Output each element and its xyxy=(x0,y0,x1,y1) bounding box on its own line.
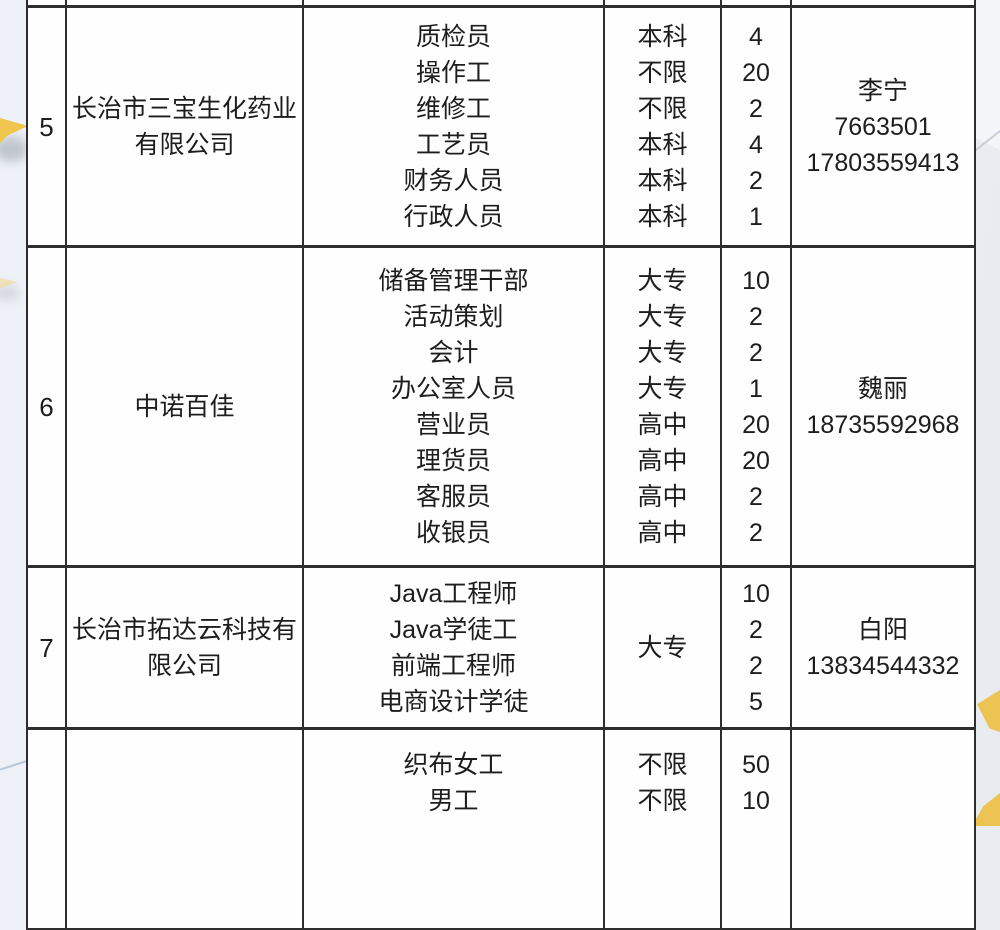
paper-plane-icon xyxy=(0,116,28,148)
headcount-item: 2 xyxy=(749,651,763,680)
paper-plane-icon xyxy=(972,793,1000,826)
position-item: 收银员 xyxy=(415,518,491,547)
education-cell: 不限 不限 xyxy=(603,727,722,930)
positions-cell: 质检员 操作工 维修工 工艺员 财务人员 行政人员 xyxy=(302,5,605,248)
position-item: Java工程师 xyxy=(389,579,518,608)
company-cell: 长治市拓达云科技有限公司 xyxy=(65,565,304,730)
paper-plane-icon xyxy=(0,277,18,290)
contact-cell: 李宁 7663501 17803559413 xyxy=(790,5,976,248)
position-item: 行政人员 xyxy=(403,202,504,231)
education-item: 大专 xyxy=(637,302,688,331)
headcount-cell: 10 2 2 1 20 20 2 2 xyxy=(720,245,792,568)
education-item: 高中 xyxy=(637,482,688,511)
company-cell: 长治市三宝生化药业有限公司 xyxy=(65,5,304,248)
education-item: 不限 xyxy=(637,751,688,779)
contact-name: 李宁 xyxy=(857,76,908,105)
row-number-cell: 6 xyxy=(26,245,67,568)
position-item: 质检员 xyxy=(415,22,491,51)
positions-cell: 织布女工 男工 xyxy=(302,727,605,930)
headcount-item: 5 xyxy=(749,687,763,716)
headcount-cell: 50 10 xyxy=(720,727,792,930)
headcount-item: 20 xyxy=(742,410,770,439)
contact-cell: 魏丽 18735592968 xyxy=(790,245,976,568)
position-item: 男工 xyxy=(428,787,479,815)
headcount-item: 2 xyxy=(749,482,763,511)
education-item: 不限 xyxy=(637,787,688,815)
row-number-cell: 5 xyxy=(26,5,67,248)
position-item: 理货员 xyxy=(415,446,491,475)
contact-name: 魏丽 xyxy=(857,374,908,403)
headcount-item: 50 xyxy=(742,751,770,779)
headcount-item: 20 xyxy=(742,446,770,475)
contact-phone: 18735592968 xyxy=(806,410,960,439)
position-item: 操作工 xyxy=(415,58,491,87)
education-item: 不限 xyxy=(637,94,688,123)
position-item: 储备管理干部 xyxy=(378,266,529,295)
headcount-item: 2 xyxy=(749,615,763,644)
position-item: 织布女工 xyxy=(403,751,504,779)
contact-phone: 13834544332 xyxy=(806,651,960,680)
education-cell: 大专 xyxy=(603,565,722,730)
table-row-cutoff-bottom: 织布女工 男工 不限 不限 50 10 xyxy=(26,727,976,930)
headcount-item: 10 xyxy=(742,266,770,295)
positions-cell: 储备管理干部 活动策划 会计 办公室人员 营业员 理货员 客服员 收银员 xyxy=(302,245,605,568)
headcount-item: 2 xyxy=(749,338,763,367)
education-item: 本科 xyxy=(637,130,688,159)
education-item: 本科 xyxy=(637,202,688,231)
position-item: 客服员 xyxy=(415,482,491,511)
contact-cell xyxy=(790,727,976,930)
education-item: 本科 xyxy=(637,22,688,51)
contact-cell: 白阳 13834544332 xyxy=(790,565,976,730)
company-cell xyxy=(65,727,304,930)
education-item: 高中 xyxy=(637,410,688,439)
headcount-item: 10 xyxy=(742,579,770,608)
headcount-cell: 10 2 2 5 xyxy=(720,565,792,730)
headcount-cell: 4 20 2 4 2 1 xyxy=(720,5,792,248)
headcount-item: 4 xyxy=(749,130,763,159)
recruitment-table: 5 长治市三宝生化药业有限公司 质检员 操作工 维修工 工艺员 财务人员 行政人… xyxy=(26,0,976,930)
education-item: 高中 xyxy=(637,518,688,547)
education-item: 大专 xyxy=(637,338,688,367)
education-cell: 本科 不限 不限 本科 本科 本科 xyxy=(603,5,722,248)
position-item: 电商设计学徒 xyxy=(378,687,529,716)
education-item: 不限 xyxy=(637,58,688,87)
position-item: 维修工 xyxy=(415,94,491,123)
headcount-item: 1 xyxy=(749,374,763,403)
headcount-item: 1 xyxy=(749,202,763,231)
contact-phone: 7663501 xyxy=(834,112,932,141)
paper-plane-shadow xyxy=(0,136,28,162)
paper-plane-icon xyxy=(977,690,1000,732)
position-item: 活动策划 xyxy=(403,302,504,331)
position-item: 营业员 xyxy=(415,410,491,439)
education-cell: 大专 大专 大专 大专 高中 高中 高中 高中 xyxy=(603,245,722,568)
education-item: 大专 xyxy=(637,266,688,295)
position-item: 办公室人员 xyxy=(390,374,516,403)
education-item: 高中 xyxy=(637,446,688,475)
company-cell: 中诺百佳 xyxy=(65,245,304,568)
position-item: 工艺员 xyxy=(415,130,491,159)
headcount-item: 2 xyxy=(749,94,763,123)
paper-plane-shadow xyxy=(0,286,20,300)
table-row: 5 长治市三宝生化药业有限公司 质检员 操作工 维修工 工艺员 财务人员 行政人… xyxy=(26,5,976,248)
education-item: 本科 xyxy=(637,166,688,195)
position-item: 财务人员 xyxy=(403,166,504,195)
row-number-cell xyxy=(26,727,67,930)
headcount-item: 2 xyxy=(749,166,763,195)
contact-phone: 17803559413 xyxy=(806,148,960,177)
headcount-item: 2 xyxy=(749,302,763,331)
headcount-item: 10 xyxy=(742,787,770,815)
position-item: 会计 xyxy=(428,338,479,367)
headcount-item: 4 xyxy=(749,22,763,51)
diagonal-highlight xyxy=(976,0,1000,150)
headcount-item: 2 xyxy=(749,518,763,547)
position-item: 前端工程师 xyxy=(390,651,516,680)
contact-name: 白阳 xyxy=(857,615,908,644)
row-number-cell: 7 xyxy=(26,565,67,730)
positions-cell: Java工程师 Java学徒工 前端工程师 电商设计学徒 xyxy=(302,565,605,730)
table-row: 6 中诺百佳 储备管理干部 活动策划 会计 办公室人员 营业员 理货员 客服员 … xyxy=(26,245,976,568)
education-item: 大专 xyxy=(637,374,688,403)
position-item: Java学徒工 xyxy=(389,615,518,644)
headcount-item: 20 xyxy=(742,58,770,87)
table-row: 7 长治市拓达云科技有限公司 Java工程师 Java学徒工 前端工程师 电商设… xyxy=(26,565,976,730)
